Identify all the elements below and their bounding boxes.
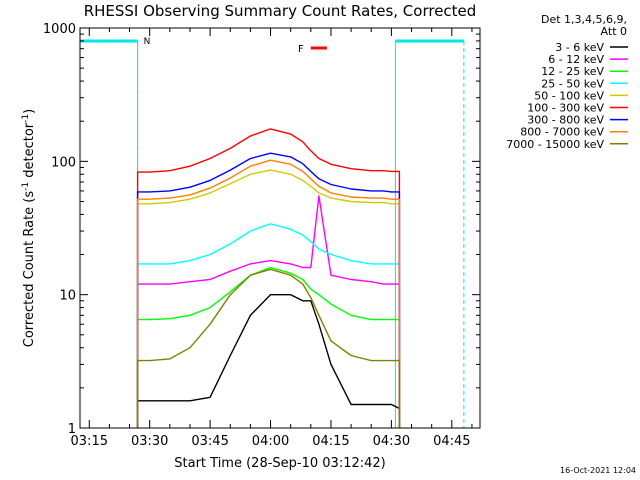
- series-line: [136, 266, 401, 428]
- y-axis-label-detector: detector: [22, 122, 37, 182]
- series-line: [136, 128, 401, 428]
- y-tick-label: 1: [68, 422, 76, 437]
- series-layer: [136, 128, 401, 428]
- legend-label: 50 - 100 keV: [534, 89, 604, 102]
- x-tick-label: 03:45: [191, 434, 228, 449]
- legend-label: 7000 - 15000 keV: [506, 138, 604, 151]
- x-axis-label: Start Time (28-Sep-10 03:12:42): [174, 456, 385, 471]
- series-line: [136, 223, 401, 428]
- x-tick-label: 03:15: [71, 434, 108, 449]
- x-axis: 03:15 03:30 03:45 04:00 04:15 04:30 04:45: [71, 28, 473, 449]
- x-tick-label: 04:45: [433, 434, 470, 449]
- y-axis-label-close: ): [22, 109, 37, 114]
- x-tick-label: 04:30: [373, 434, 410, 449]
- series-line: [136, 169, 401, 428]
- y-tick-label: 10: [59, 289, 76, 304]
- chart-title: RHESSI Observing Summary Count Rates, Co…: [84, 2, 477, 20]
- y-tick-label: 1000: [43, 22, 76, 37]
- legend-label: 25 - 50 keV: [541, 77, 604, 90]
- legend-label: 800 - 7000 keV: [520, 126, 604, 139]
- y-axis-label-exponent: -1: [21, 182, 31, 191]
- series-line: [136, 268, 401, 428]
- legend-label: 300 - 800 keV: [527, 114, 604, 127]
- series-line: [136, 195, 401, 428]
- series-line: [136, 294, 401, 428]
- flare-flag-label: F: [298, 44, 304, 55]
- x-tick-label: 04:15: [312, 434, 349, 449]
- y-tick-label: 100: [51, 155, 76, 170]
- legend-label: 6 - 12 keV: [548, 53, 604, 66]
- y-axis-label: Corrected Count Rate (s-1 detector-1): [21, 109, 37, 347]
- night-flag-label: N: [144, 37, 151, 47]
- timestamp: 16-Oct-2021 12:04: [560, 466, 636, 475]
- y-axis-label-exponent: -1: [21, 114, 31, 123]
- series-line: [136, 152, 401, 428]
- series-line: [136, 159, 401, 428]
- legend-label: 3 - 6 keV: [555, 41, 604, 54]
- legend-header-attenuator: Att 0: [601, 25, 627, 38]
- x-tick-label: 04:00: [252, 434, 289, 449]
- plot-frame: [79, 27, 481, 429]
- legend-label: 100 - 300 keV: [527, 102, 604, 115]
- legend-header-detectors: Det 1,3,4,5,6,9,: [541, 13, 627, 26]
- legend-label: 12 - 25 keV: [541, 65, 604, 78]
- y-axis: 1 10 100 1000: [43, 22, 480, 437]
- y-axis-label-main: Corrected Count Rate (s: [22, 191, 37, 348]
- x-tick-label: 03:30: [131, 434, 168, 449]
